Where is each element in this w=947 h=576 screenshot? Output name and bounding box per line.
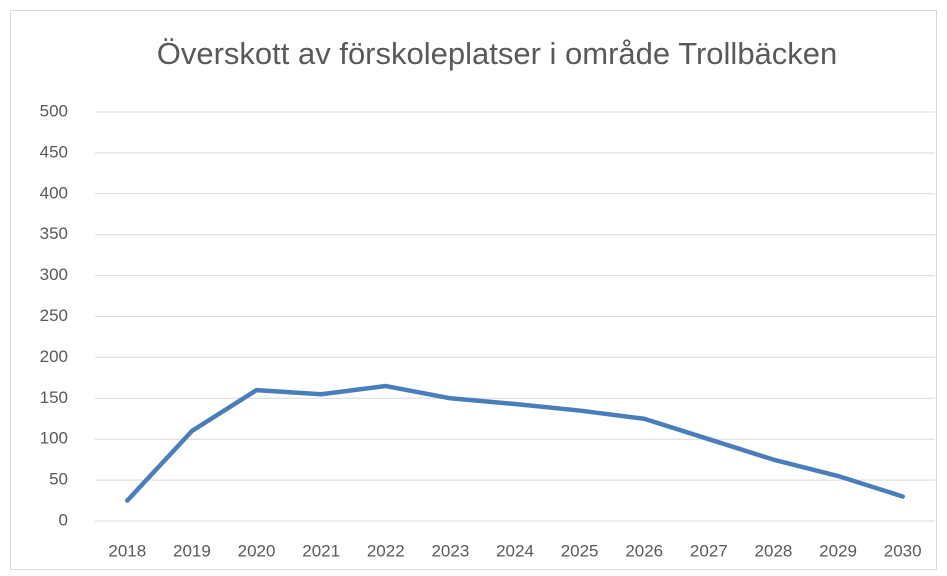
x-tick-label: 2018 — [108, 541, 146, 560]
x-tick-label: 2024 — [496, 541, 534, 560]
chart-border — [10, 10, 937, 570]
x-tick-label: 2022 — [367, 541, 405, 560]
data-line — [125, 383, 905, 503]
x-tick-label: 2023 — [431, 541, 469, 560]
y-tick-label: 300 — [40, 265, 68, 284]
y-tick-label: 100 — [40, 429, 68, 448]
x-tick-label: 2019 — [173, 541, 211, 560]
x-tick-label: 2025 — [561, 541, 599, 560]
x-tick-label: 2020 — [238, 541, 276, 560]
x-tick-label: 2028 — [755, 541, 793, 560]
y-tick-label: 200 — [40, 347, 68, 366]
y-tick-label: 400 — [40, 183, 68, 202]
x-tick-label: 2021 — [302, 541, 340, 560]
x-tick-label: 2026 — [625, 541, 663, 560]
y-tick-label: 500 — [40, 101, 68, 120]
y-tick-label: 450 — [40, 142, 68, 161]
x-tick-label: 2030 — [884, 541, 922, 560]
y-tick-label: 350 — [40, 224, 68, 243]
x-tick-label: 2029 — [819, 541, 857, 560]
x-tick-label: 2027 — [690, 541, 728, 560]
y-tick-label: 50 — [49, 470, 68, 489]
chart-title: Överskott av förskoleplatser i område Tr… — [157, 36, 838, 71]
y-tick-label: 250 — [40, 306, 68, 325]
y-tick-label: 0 — [59, 510, 68, 529]
y-tick-label: 150 — [40, 388, 68, 407]
